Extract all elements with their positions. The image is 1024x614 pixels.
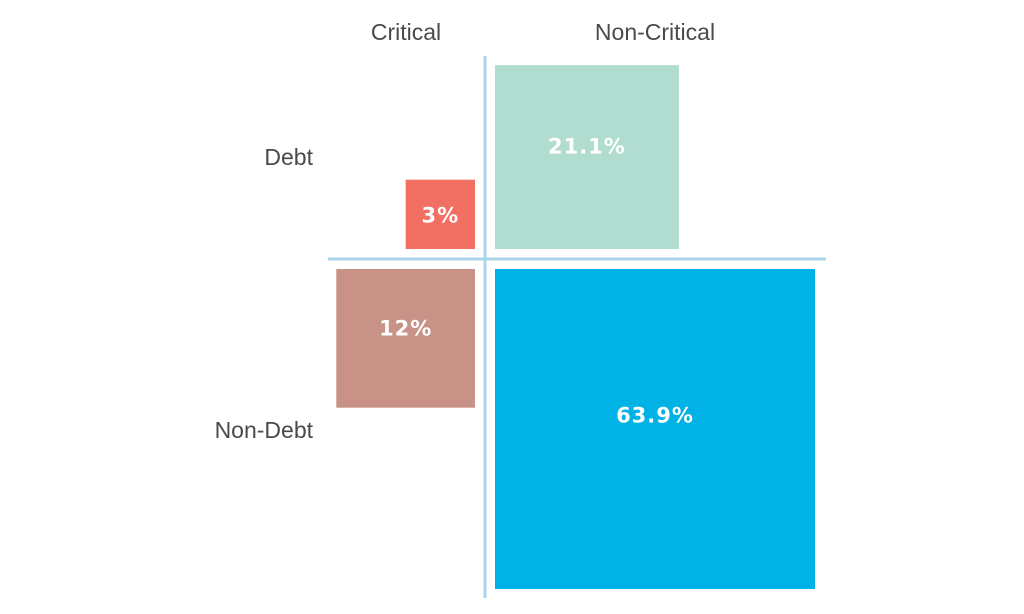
row-label-non-debt: Non-Debt (215, 417, 314, 443)
square-non-debt-critical (336, 269, 475, 408)
value-label-debt-critical: 3% (421, 203, 459, 227)
column-label-critical: Critical (371, 19, 441, 45)
value-label-debt-non-critical: 21.1% (548, 134, 626, 158)
square-non-debt-non-critical (495, 269, 815, 589)
quadrant-cells: 3% 21.1% 12% 63.9% (336, 65, 815, 589)
value-label-non-debt-critical: 12% (379, 317, 432, 341)
square-debt-non-critical (495, 65, 679, 249)
value-label-non-debt-non-critical: 63.9% (616, 404, 694, 428)
column-label-non-critical: Non-Critical (595, 19, 715, 45)
row-label-debt: Debt (264, 144, 313, 170)
square-debt-critical (405, 179, 475, 249)
